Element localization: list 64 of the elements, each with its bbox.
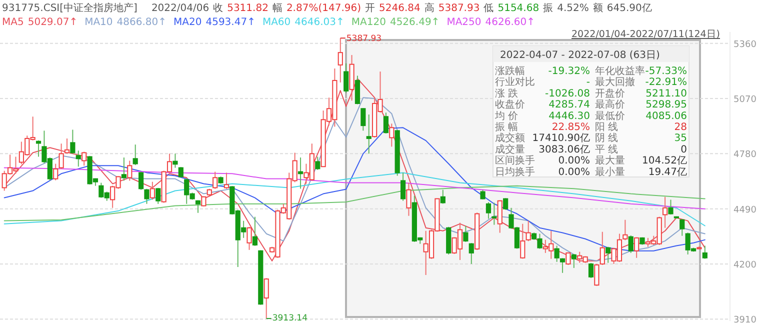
annotation: 阳 线 [595,121,618,133]
annotation: 成交量 [495,143,525,156]
chart-title: 931775.CSI[中证全指房地产] [2,2,138,14]
annotation: 收盘价 [495,98,525,111]
annotation: 5298.95 [646,100,687,111]
annotation: 5387.93 [346,34,382,44]
text: MA60 [262,17,291,28]
text: 4526.49↑ [390,17,440,28]
y-tick-label: 3910 [734,316,757,325]
annotation: 最大回撤 [595,76,635,88]
annotation: 0.00% [558,166,590,178]
y-tick-label: 5070 [734,95,757,106]
annotation: 3913.14 [272,314,308,324]
annotation: 开盘价 [595,87,625,100]
annotation: 17410.90亿 [532,133,590,144]
annotation: 28 [674,122,687,133]
annotation: 阴 线 [595,132,618,144]
annotation: -1026.08 [545,88,590,100]
annotation: 4285.74 [548,100,590,111]
annotation: 22.85% [552,122,590,133]
annotation: 最低价 [595,110,625,122]
annotation: -57.33% [645,66,687,77]
annotation: 日均换手 [495,166,535,178]
annotation: 涨 跌 [495,87,518,100]
y-tick-label: 4780 [734,150,757,160]
text: MA120 [351,17,386,28]
annotation: 104.52亿 [642,156,687,167]
annotation: 年化收益率 [595,65,645,77]
annotation: 区间换手 [495,154,535,167]
y-tick-label: 4490 [734,205,757,216]
annotation: 最小量 [595,166,625,178]
text: MA5 [2,17,24,28]
annotation: 行业对比 [495,76,535,88]
annotation: 0.00% [558,156,590,167]
y-tick-label: 4200 [734,260,757,270]
annotation: 5211.10 [646,88,687,100]
text: MA10 [84,17,113,28]
annotation: 35 [674,133,687,144]
y-tick-label: 5360 [734,40,757,50]
annotation: 平 线 [595,143,618,156]
text: 4626.60↑ [485,17,535,28]
text: 5029.07↑ [28,17,78,28]
annotation: 0 [680,144,687,156]
annotation: 最高价 [595,98,625,111]
annotation: 19.47亿 [648,166,687,178]
annotation: -22.91% [645,77,687,88]
annotation: 最大量 [595,154,625,167]
text: 4593.47↑ [206,17,256,28]
text: 4866.80↑ [116,17,167,28]
text: MA250 [446,17,482,28]
text: MA20 [174,17,202,28]
annotation: -19.32% [548,66,590,77]
annotation: 4085.06 [646,110,687,122]
annotation: 2022/01/04-2022/07/11(124日) [572,29,720,40]
annotation: 2022-04-07 - 2022-07-08 (63日) [500,50,660,61]
annotation: 涨跌幅 [495,65,525,77]
annotation: - [586,77,590,88]
annotation: 4446.30 [548,110,590,122]
annotation: 振 幅 [495,121,518,133]
annotation: 成交额 [495,132,525,144]
annotation: 3083.06亿 [538,144,590,156]
text: 4646.03↑ [294,17,344,28]
text: 2022/04/06 收 5311.82 幅 2.87%(147.96) 开 5246.84 高 5387.93 低 5154.68 振 4.52% 额 645.90亿 [151,3,652,14]
annotation: 均 价 [494,110,518,122]
